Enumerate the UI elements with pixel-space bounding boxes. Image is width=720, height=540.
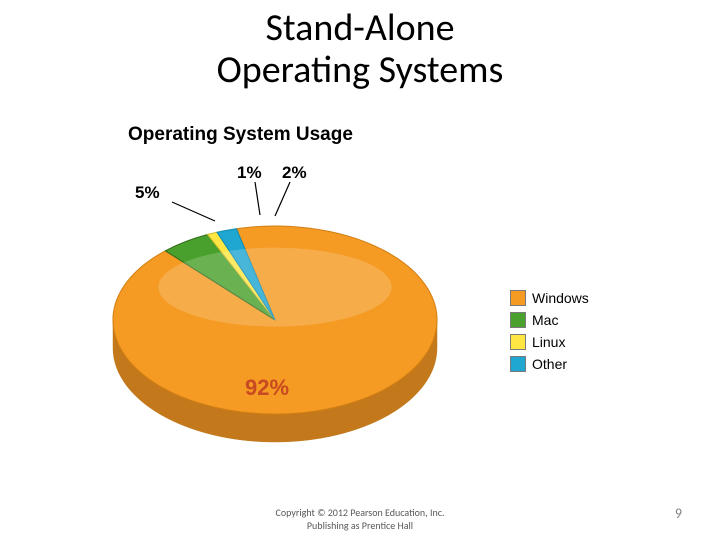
legend-swatch [510,290,526,306]
callout-label: 92% [245,375,289,401]
slide: Stand-Alone Operating Systems Operating … [0,0,720,540]
callout-label: 2% [282,163,307,183]
page-number: 9 [675,505,682,522]
legend-label: Linux [532,334,565,350]
legend-swatch [510,356,526,372]
legend-label: Windows [532,290,589,306]
legend-label: Other [532,356,567,372]
callout-label: 5% [135,183,160,203]
footer-line2: Publishing as Prentice Hall [307,519,413,532]
footer-copyright: Copyright © 2012 Pearson Education, Inc.… [0,507,720,532]
chart-title: Operating System Usage [128,124,353,146]
legend-label: Mac [532,312,558,328]
legend-item: Linux [510,334,589,350]
legend-swatch [510,312,526,328]
main-title-line2: Operating Systems [217,47,504,93]
legend-item: Mac [510,312,589,328]
main-title: Stand-Alone Operating Systems [0,0,720,92]
legend: Windows Mac Linux Other [510,290,589,378]
legend-swatch [510,334,526,350]
pie-svg [95,160,455,460]
pie-chart [95,160,455,460]
main-title-line1: Stand-Alone [265,5,454,51]
legend-item: Other [510,356,589,372]
legend-item: Windows [510,290,589,306]
callout-label: 1% [237,163,262,183]
footer-line1: Copyright © 2012 Pearson Education, Inc. [276,506,445,519]
